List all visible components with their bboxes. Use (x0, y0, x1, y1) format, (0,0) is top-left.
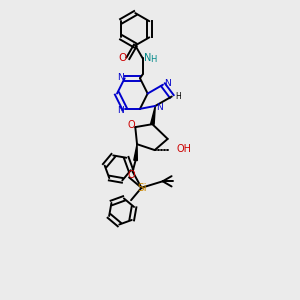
Text: O: O (128, 120, 136, 130)
Text: N: N (117, 73, 124, 82)
Text: N: N (164, 79, 170, 88)
Text: O: O (118, 53, 127, 63)
Text: N: N (156, 103, 163, 112)
Text: N: N (117, 106, 124, 115)
Text: N: N (144, 52, 152, 63)
Text: H: H (151, 55, 157, 64)
Text: O: O (127, 170, 135, 180)
Polygon shape (151, 106, 155, 124)
Polygon shape (134, 144, 137, 160)
Text: Si: Si (137, 183, 147, 193)
Text: H: H (175, 92, 181, 101)
Text: OH: OH (176, 145, 191, 154)
